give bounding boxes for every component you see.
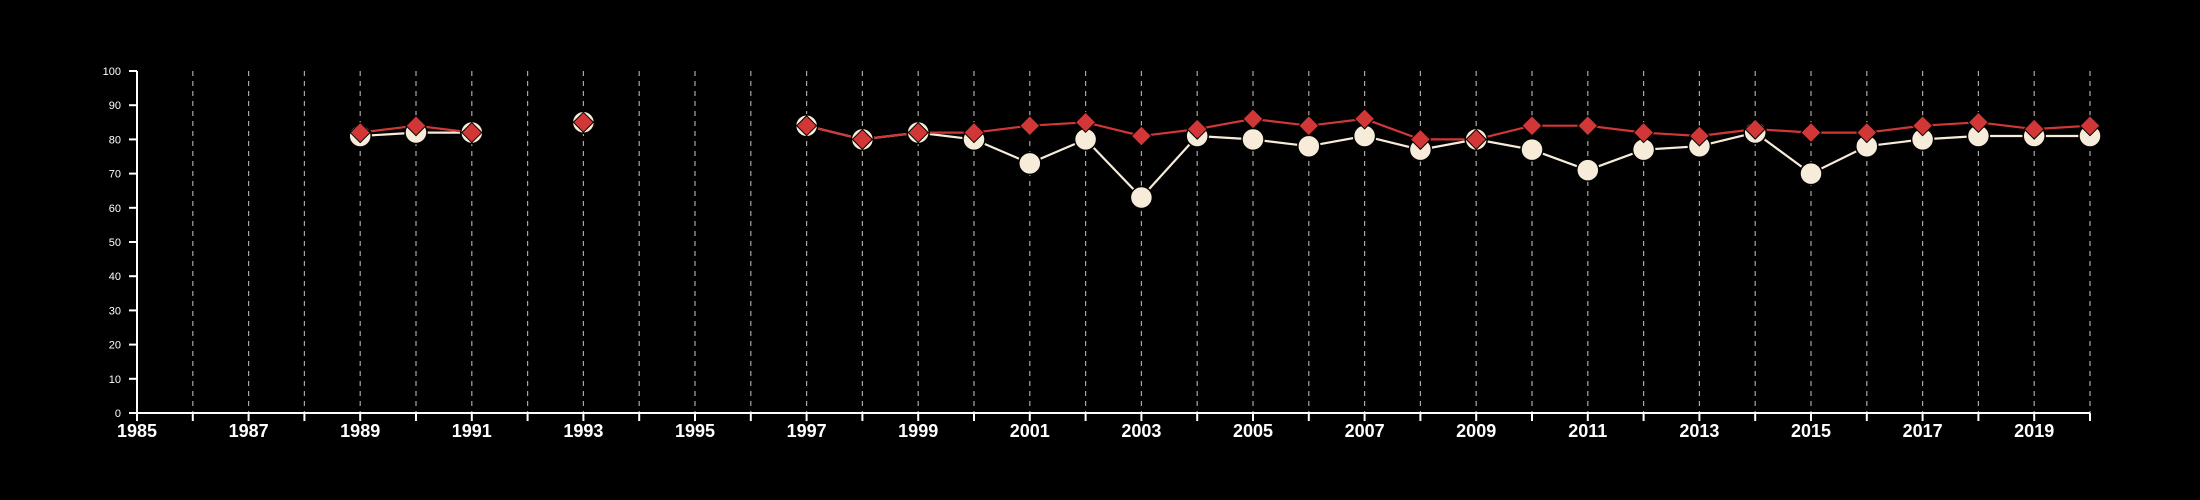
x-tick-label-1999: 1999 [898, 421, 938, 441]
y-tick-label-100: 100 [103, 66, 121, 78]
diamond-marker-2019 [2023, 118, 2045, 140]
x-tick-label-1987: 1987 [229, 421, 269, 441]
circle-marker-2003 [1129, 185, 1154, 210]
x-tick-label-1993: 1993 [563, 421, 603, 441]
y-tick-label-60: 60 [109, 203, 121, 215]
x-tick-label-1991: 1991 [452, 421, 492, 441]
x-tick-label-2011: 2011 [1568, 421, 1607, 441]
x-tick-label-2007: 2007 [1345, 421, 1385, 441]
x-tick-label-2019: 2019 [2014, 421, 2054, 441]
diamond-marker-2016 [1856, 121, 1878, 144]
axes: 0 10 20 30 40 50 60 70 80 90 100 1985 1987 1989 1991 19… [103, 66, 2091, 441]
x-tick-label-2009: 2009 [1456, 421, 1496, 441]
circle-marker-2001 [1018, 151, 1042, 176]
circle-marker-2005 [1241, 127, 1265, 152]
y-tick-label-80: 80 [109, 134, 121, 146]
y-tick-label-50: 50 [109, 237, 121, 249]
diamond-marker-2011 [1577, 115, 1599, 137]
diamond-marker-2007 [1353, 108, 1376, 130]
circle-marker-2006 [1297, 134, 1321, 158]
diamond-marker-2005 [1242, 108, 1264, 130]
x-tick-label-2005: 2005 [1233, 421, 1273, 441]
y-tick-label-30: 30 [109, 305, 121, 317]
x-tick-label-2001: 2001 [1010, 421, 1050, 441]
diamond-marker-2000 [963, 121, 985, 144]
series-0-line-segment-2 [806, 124, 2090, 200]
series-lines [360, 117, 2091, 200]
diamond-marker-2006 [1298, 115, 1320, 137]
circle-marker-2010 [1520, 137, 1544, 162]
diamond-marker-2013 [1688, 125, 1711, 147]
diamond-marker-2004 [1186, 118, 1208, 140]
x-tick-label-1997: 1997 [787, 421, 827, 441]
diamond-marker-1993 [572, 111, 595, 134]
diamond-marker-2008 [1409, 128, 1432, 151]
y-tick-label-20: 20 [109, 340, 121, 352]
y-tick-label-40: 40 [109, 271, 121, 283]
series-markers [348, 108, 2102, 210]
diamond-marker-2003 [1130, 125, 1153, 147]
diamond-marker-1989 [349, 121, 371, 144]
x-tick-label-2017: 2017 [1903, 421, 1943, 441]
diamond-marker-2001 [1019, 115, 1041, 137]
grid [192, 71, 2091, 413]
diamond-marker-1999 [907, 121, 929, 144]
diamond-marker-2002 [1074, 111, 1097, 134]
diamond-marker-2015 [1800, 121, 1822, 144]
x-tick-label-2015: 2015 [1791, 421, 1831, 441]
diamond-marker-2020 [2079, 115, 2101, 137]
diamond-marker-2009 [1465, 128, 1487, 151]
x-tick-label-2003: 2003 [1121, 421, 1161, 441]
series-1-line-segment-2 [806, 117, 2091, 141]
diamond-marker-2017 [1911, 115, 1934, 137]
diamond-marker-2018 [1967, 111, 1990, 134]
x-tick-label-1985: 1985 [117, 421, 157, 441]
circle-marker-2015 [1799, 161, 1823, 186]
x-tick-label-1995: 1995 [675, 421, 715, 441]
diamond-marker-2012 [1632, 121, 1655, 144]
diamond-marker-2010 [1521, 115, 1543, 137]
diamond-marker-1998 [851, 128, 874, 151]
y-tick-label-0: 0 [115, 408, 121, 420]
y-tick-label-70: 70 [109, 169, 121, 181]
circle-marker-2011 [1576, 158, 1600, 182]
diamond-marker-1990 [405, 115, 427, 137]
x-tick-label-1989: 1989 [340, 421, 380, 441]
y-tick-label-90: 90 [109, 100, 121, 112]
y-tick-label-10: 10 [109, 374, 121, 386]
x-tick-label-2013: 2013 [1679, 421, 1719, 441]
diamond-marker-1997 [795, 115, 818, 137]
diamond-marker-1991 [461, 121, 483, 144]
diamond-marker-2014 [1744, 118, 1766, 140]
